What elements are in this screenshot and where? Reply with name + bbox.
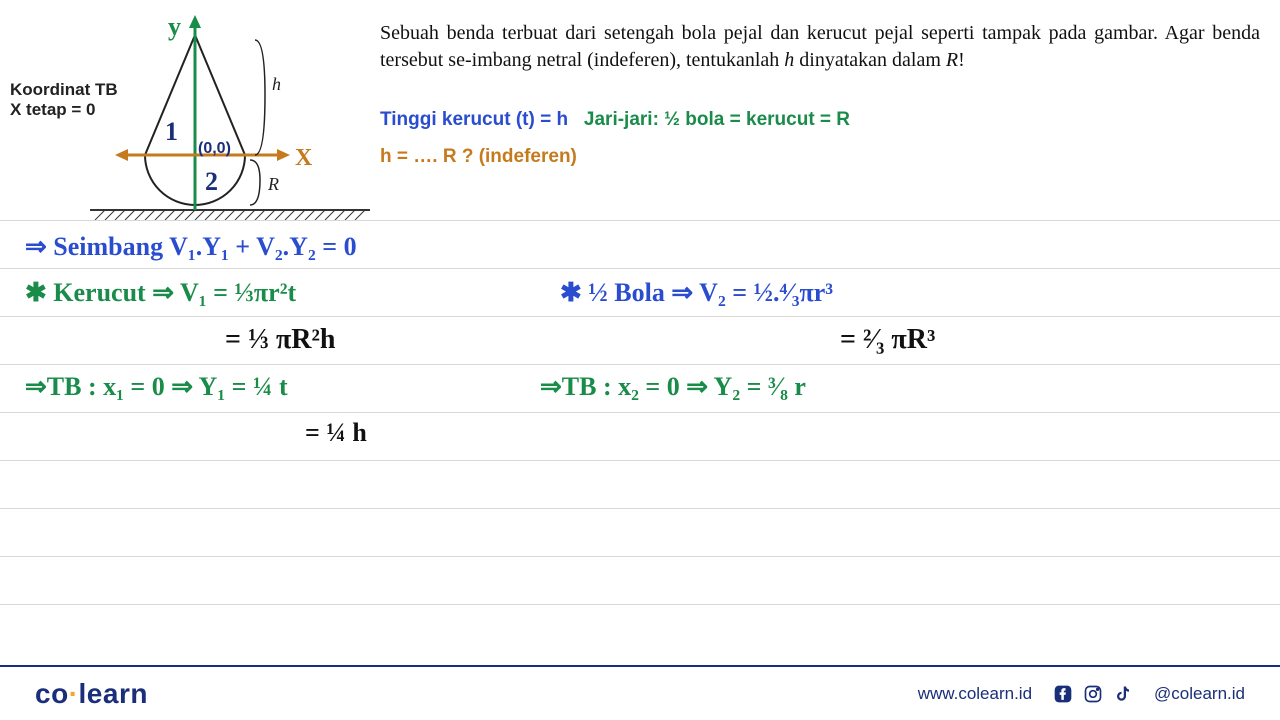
svg-text:X: X [295,145,313,171]
svg-text:(0,0): (0,0) [198,140,231,157]
tinggi-label: Tinggi kerucut (t) = h [380,109,568,130]
jari-label: Jari-jari: ½ bola = kerucut = R [584,109,850,130]
h-equation-label: h = …. R ? (indeferen) [380,146,1260,168]
top-section: Koordinat TB X tetap = 0 [0,0,1280,220]
physics-diagram: y X h R (0,0) 1 2 [90,10,370,230]
logo-part2: learn [79,678,148,709]
logo-part1: co [35,678,69,709]
svg-text:h: h [272,74,281,94]
problem-text-area: Sebuah benda terbuat dari setengah bola … [370,10,1260,215]
hw-seimbang: ⇒ Seimbang V₁.Y₁ + V₂.Y₂ = 0 [25,232,357,262]
instagram-icon [1082,683,1104,705]
hw-kerucut: ✱ Kerucut ⇒ V₁ = ⅓πr²t [25,278,296,308]
logo-dot: · [69,678,79,709]
svg-text:2: 2 [205,167,218,196]
hw-tb2: ⇒TB : x₂ = 0 ⇒ Y₂ = ³⁄₈ r [540,372,806,402]
logo: co·learn [35,678,148,710]
problem-paragraph: Sebuah benda terbuat dari setengah bola … [380,20,1260,74]
social-icons [1052,683,1134,705]
footer-url: www.colearn.id [918,684,1032,704]
diagram-area: Koordinat TB X tetap = 0 [10,10,370,215]
footer-handle: @colearn.id [1154,684,1245,704]
hw-tb1: ⇒TB : x₁ = 0 ⇒ Y₁ = ¼ t [25,372,288,402]
footer-right: www.colearn.id @colearn.id [918,683,1245,705]
hw-y1-result: = ¼ h [305,418,367,448]
hw-bola: ✱ ½ Bola ⇒ V₂ = ½.⁴⁄₃πr³ [560,278,833,308]
footer: co·learn www.colearn.id @colearn.id [0,665,1280,720]
svg-text:R: R [267,174,279,194]
hw-v1-result: = ⅓ πR²h [225,324,335,356]
tiktok-icon [1112,683,1134,705]
svg-text:y: y [168,12,181,41]
sub-labels: Tinggi kerucut (t) = h Jari-jari: ½ bola… [380,109,1260,168]
facebook-icon [1052,683,1074,705]
hw-v2-result: = ²⁄₃ πR³ [840,324,935,356]
svg-text:1: 1 [165,117,178,146]
label-row-1: Tinggi kerucut (t) = h Jari-jari: ½ bola… [380,109,1260,131]
